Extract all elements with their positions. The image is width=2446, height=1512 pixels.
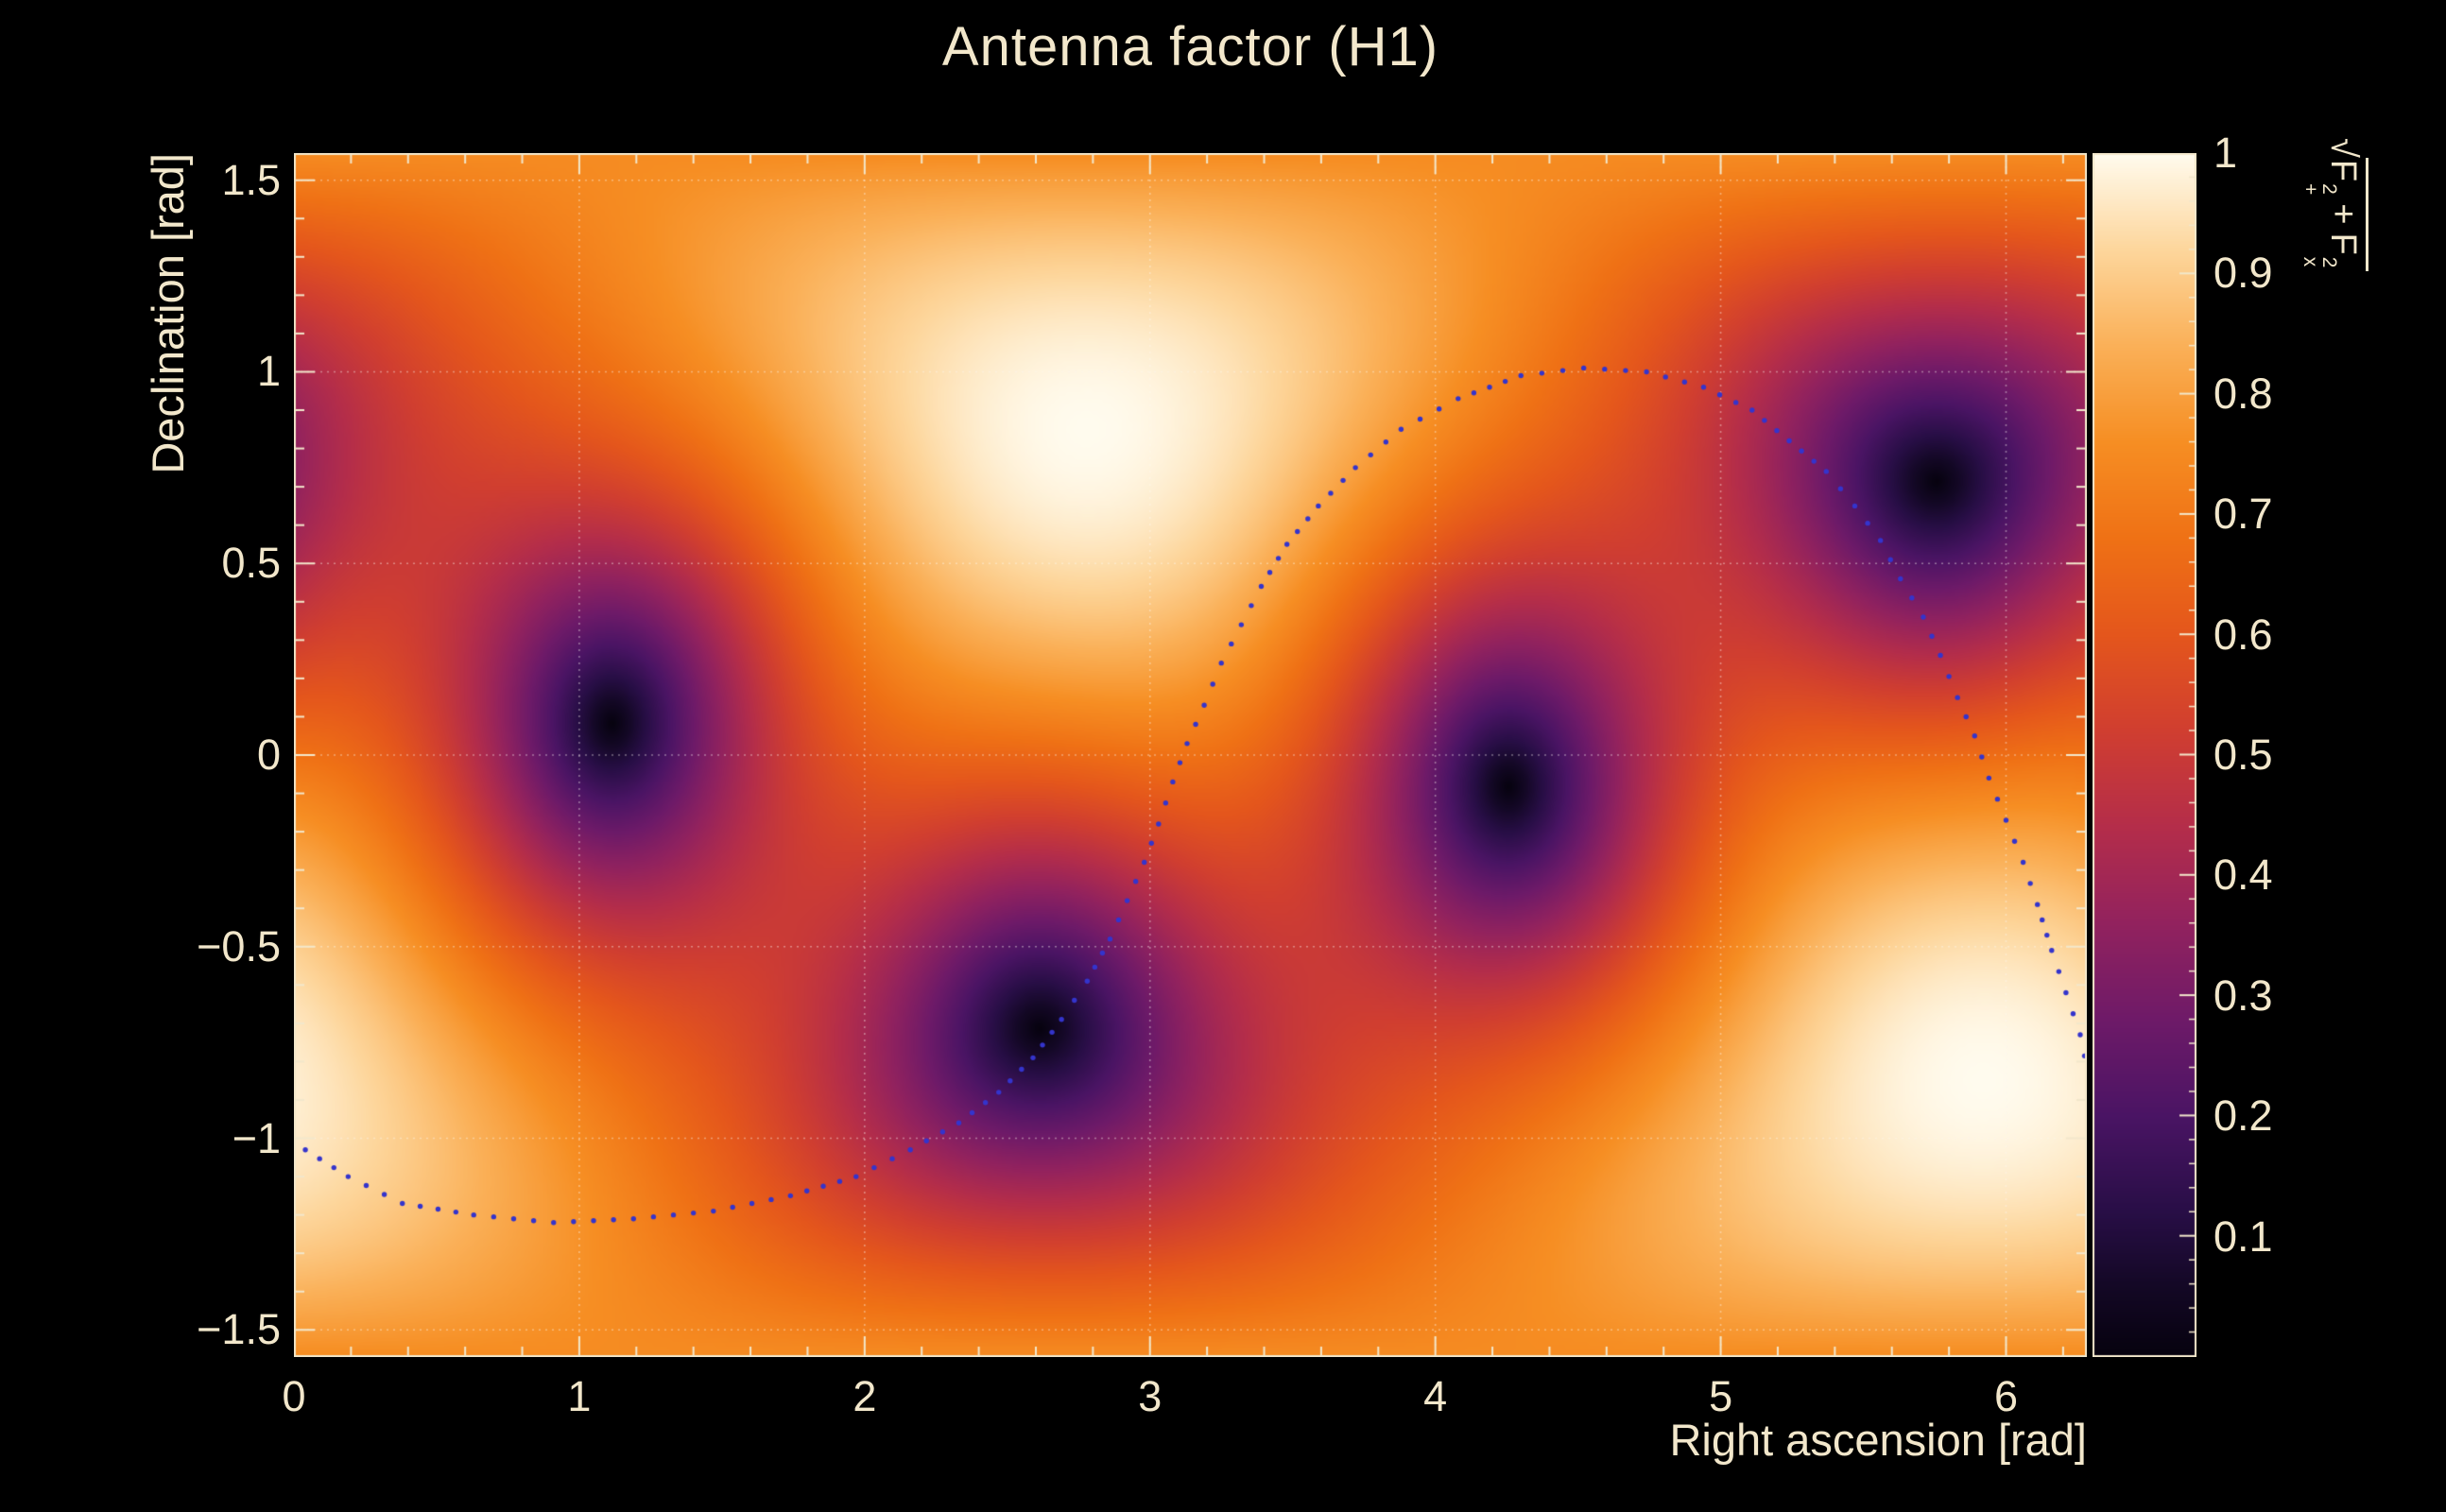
x-tick-label: 1	[567, 1372, 592, 1420]
z-tick-label: 0.3	[2213, 971, 2273, 1020]
y-tick-label: 1	[256, 347, 281, 396]
radical-expression: F 2 + +F 2 x	[2300, 157, 2368, 272]
z-tick-label: 0.2	[2213, 1091, 2273, 1141]
f-cross-sub: x	[2299, 256, 2321, 267]
colorbar-canvas	[2093, 153, 2196, 1357]
y-tick-label: 1.5	[221, 155, 281, 204]
x-tick-label: 3	[1138, 1372, 1163, 1420]
x-tick-label: 0	[282, 1372, 306, 1420]
f-plus-base: F	[2323, 159, 2363, 182]
z-tick-label: 0.5	[2213, 730, 2273, 779]
y-tick-label: 0	[256, 730, 281, 779]
y-tick-label: −1	[232, 1113, 281, 1162]
z-tick-label: 0.1	[2213, 1211, 2273, 1261]
f-cross-base: F	[2323, 232, 2363, 255]
y-tick-label: 0.5	[221, 539, 281, 588]
chart-title: Antenna factor (H1)	[941, 16, 1439, 77]
z-tick-label: 0.7	[2213, 490, 2273, 539]
y-tick-label: −0.5	[197, 921, 281, 971]
z-tick-label: 0.6	[2213, 610, 2273, 659]
colorbar-axis-title: √F 2 + +F 2 x	[2300, 138, 2368, 272]
x-tick-label: 4	[1423, 1372, 1448, 1420]
x-tick-label: 2	[853, 1372, 877, 1420]
x-axis-title: Right ascension [rad]	[1669, 1415, 2087, 1465]
radical-sign: √	[2323, 138, 2363, 158]
y-tick-label: −1.5	[197, 1305, 281, 1354]
f-plus-scripts: 2 +	[2299, 183, 2340, 196]
y-axis-title: Declination [rad]	[143, 153, 193, 474]
f-plus-sup: 2	[2317, 183, 2340, 195]
z-tick-label: 0.4	[2213, 850, 2273, 900]
z-tick-label: 0.8	[2213, 369, 2273, 418]
f-plus-sub: +	[2299, 183, 2321, 196]
z-tick-label: 1	[2213, 129, 2238, 177]
plus-operator: +	[2323, 203, 2363, 225]
f-cross-sup: 2	[2317, 256, 2340, 268]
x-tick-label: 5	[1709, 1372, 1733, 1420]
plot-overlay-canvas	[294, 153, 2087, 1357]
x-tick-label: 6	[1993, 1372, 2018, 1420]
z-tick-label: 0.9	[2213, 249, 2273, 298]
